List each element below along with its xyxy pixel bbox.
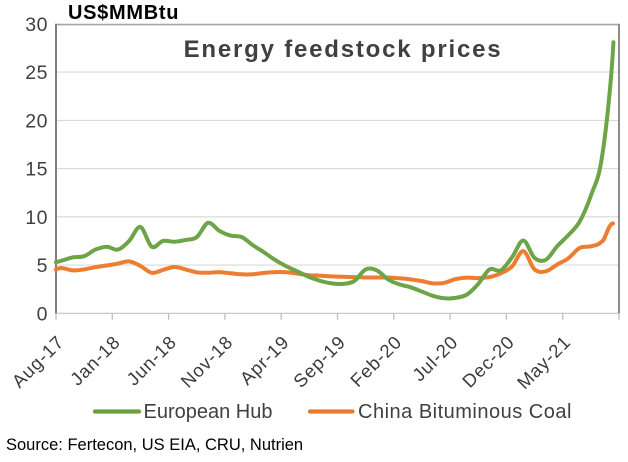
svg-text:15: 15 <box>25 159 48 181</box>
svg-text:European Hub: European Hub <box>144 401 273 423</box>
svg-text:25: 25 <box>25 62 48 84</box>
svg-text:US$MMBtu: US$MMBtu <box>68 2 179 24</box>
svg-text:30: 30 <box>25 14 48 36</box>
svg-text:5: 5 <box>37 255 48 277</box>
svg-text:Energy feedstock prices: Energy feedstock prices <box>184 36 503 63</box>
svg-text:10: 10 <box>25 207 48 229</box>
svg-text:0: 0 <box>37 303 48 325</box>
svg-text:Source: Fertecon, US EIA, CRU,: Source: Fertecon, US EIA, CRU, Nutrien <box>6 436 303 454</box>
svg-text:20: 20 <box>25 110 48 132</box>
svg-text:China Bituminous Coal: China Bituminous Coal <box>358 401 572 423</box>
